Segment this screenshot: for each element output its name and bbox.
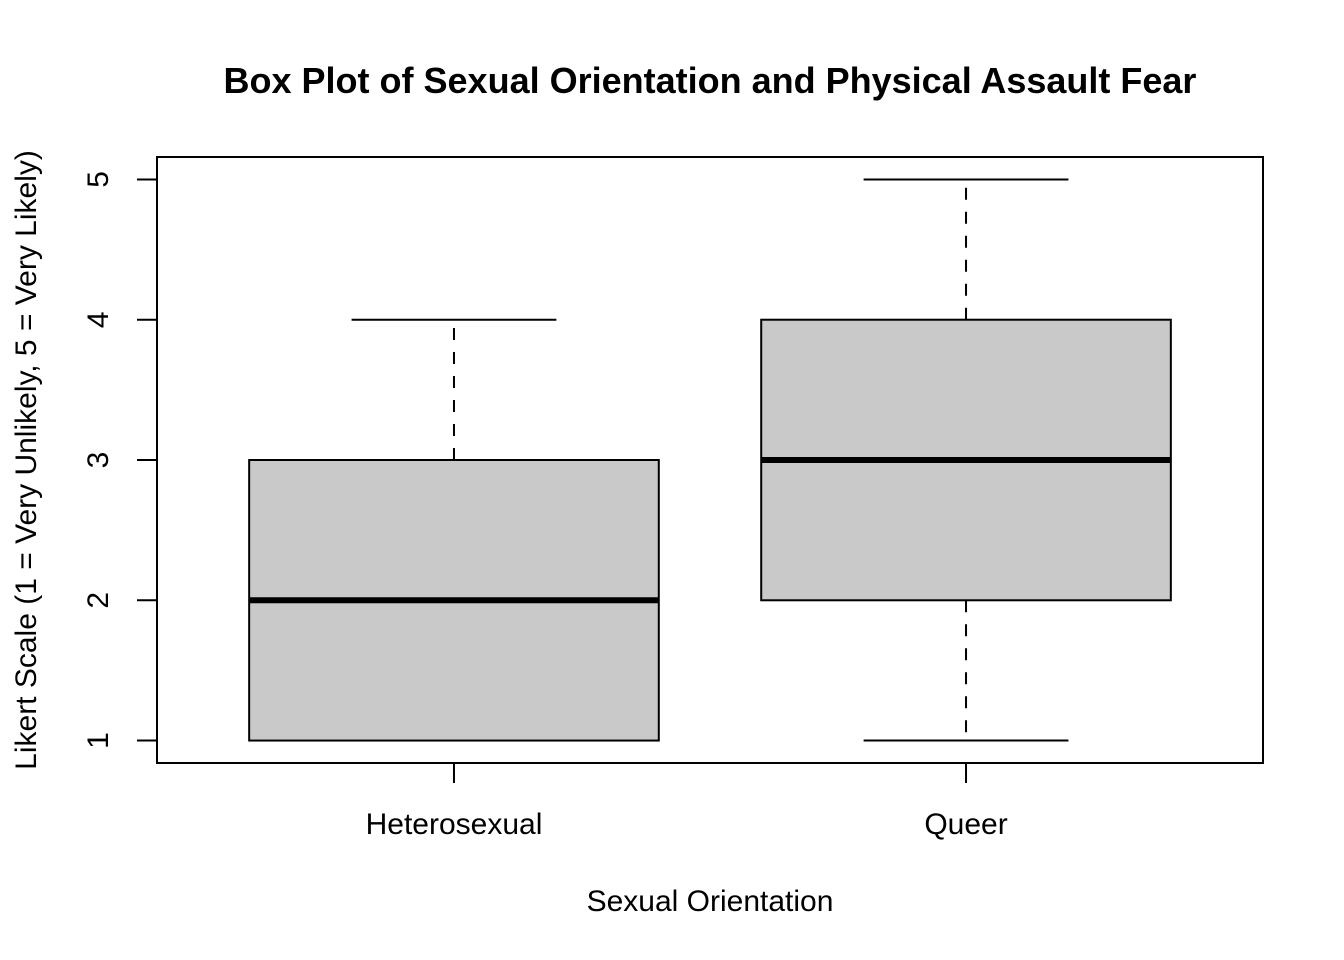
x-tick-label: Heterosexual bbox=[366, 808, 543, 841]
boxes-layer bbox=[248, 178, 1172, 742]
y-axis-label: Likert Scale (1 = Very Unlikely, 5 = Ver… bbox=[10, 150, 43, 770]
x-tick-label: Queer bbox=[924, 808, 1007, 841]
y-tick-label: 5 bbox=[82, 171, 115, 188]
chart-title: Box Plot of Sexual Orientation and Physi… bbox=[224, 60, 1197, 101]
y-tick-label: 3 bbox=[82, 452, 115, 469]
y-tick-label: 2 bbox=[82, 592, 115, 609]
y-tick-label: 1 bbox=[82, 732, 115, 749]
y-tick-label: 4 bbox=[82, 311, 115, 328]
box-heterosexual bbox=[248, 318, 660, 742]
y-axis: 1 2 3 4 5 bbox=[82, 171, 158, 749]
x-axis-label: Sexual Orientation bbox=[587, 885, 834, 918]
box-queer bbox=[760, 178, 1172, 742]
x-axis: Heterosexual Queer bbox=[366, 763, 1008, 841]
